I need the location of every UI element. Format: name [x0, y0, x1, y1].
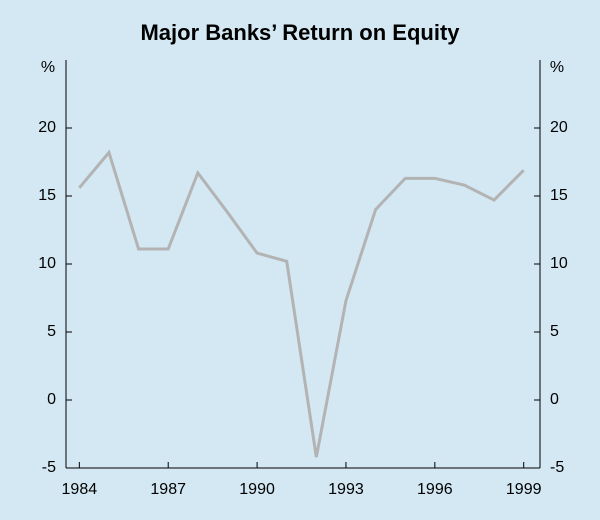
y-tick-label: 20 — [38, 119, 56, 136]
x-tick-label: 1990 — [239, 481, 275, 498]
y2-tick-label: -5 — [550, 459, 564, 476]
x-tick-label: 1987 — [150, 481, 186, 498]
y2-tick-label: 0 — [550, 391, 559, 408]
y2-tick-label: 10 — [550, 255, 568, 272]
y-tick-label: 15 — [38, 187, 56, 204]
y2-tick-label: 20 — [550, 119, 568, 136]
x-tick-label: 1996 — [417, 481, 453, 498]
y2-tick-label: 15 — [550, 187, 568, 204]
y-tick-label: 10 — [38, 255, 56, 272]
y-axis-label: % — [41, 59, 55, 76]
y2-axis-label: % — [550, 59, 564, 76]
y-tick-label: 5 — [47, 323, 56, 340]
line-series — [78, 149, 525, 458]
y2-tick-label: 5 — [550, 323, 559, 340]
y-tick-label: 0 — [47, 391, 56, 408]
y-tick-label: -5 — [42, 459, 56, 476]
x-tick-label: 1993 — [328, 481, 364, 498]
x-tick-label: 1999 — [506, 481, 542, 498]
chart-title: Major Banks’ Return on Equity — [140, 20, 460, 45]
x-tick-label: 1984 — [62, 481, 98, 498]
